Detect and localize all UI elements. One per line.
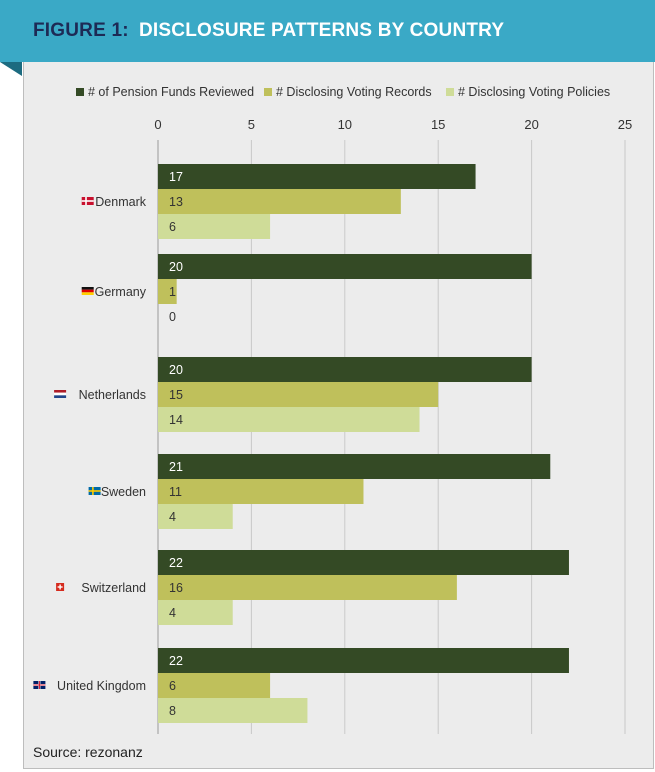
data-label: 4 [169,510,176,524]
data-label: 6 [169,220,176,234]
bar [158,214,271,239]
category-label: Denmark [95,195,146,209]
bar-chart: 0 5 10 15 20 25# of Pension Funds Reviewed # D… [33,85,632,734]
figure-title: DISCLOSURE PATTERNS BY COUNTRY [139,20,505,41]
banner-fold [0,62,22,76]
data-label: 15 [169,388,183,402]
bar [158,479,364,504]
legend-swatch [264,88,272,96]
flag-part [88,490,101,492]
category-label: Netherlands [79,388,146,402]
flag-part [81,287,94,290]
denmark-flag-icon [81,197,94,205]
germany-flag-icon [81,287,94,295]
chart-panel: 0 5 10 15 20 25 # of Pension Funds Reviewed # D… [23,62,654,769]
flag-part [81,289,94,293]
bar [158,164,476,189]
x-tick-label: 15 [431,117,445,132]
bar [158,575,457,600]
bar [158,673,271,698]
legend-label: # Disclosing Voting Policies [458,85,610,99]
figure-label: FIGURE 1: [33,20,129,41]
united-kingdom-flag-icon [33,681,46,689]
x-tick-label: 25 [618,117,632,132]
category-label: Germany [95,285,147,299]
sweden-flag-icon [88,487,101,495]
figure-banner: FIGURE 1: DISCLOSURE PATTERNS BY COUNTRY [0,0,655,62]
bar [158,550,569,575]
flag-part [57,586,63,588]
source-note: Source: rezonanz [33,744,143,760]
data-label: 4 [169,606,176,620]
x-tick-label: 5 [248,117,255,132]
data-label: 13 [169,195,183,209]
bar [158,189,401,214]
bar [158,407,420,432]
bar [158,254,532,279]
x-tick-label: 0 [154,117,161,132]
x-tick-label: 10 [338,117,352,132]
data-label: 17 [169,170,183,184]
legend-swatch [446,88,454,96]
legend-swatch [76,88,84,96]
x-tick-label: 20 [524,117,538,132]
bar [158,357,532,382]
data-label: 14 [169,413,183,427]
data-label: 20 [169,363,183,377]
flag-part [54,392,67,396]
data-label: 16 [169,581,183,595]
bar [158,279,177,304]
data-label: 8 [169,704,176,718]
flag-part [81,292,94,295]
flag-part [81,200,94,202]
category-label: United Kingdom [57,679,146,693]
bar [158,698,308,723]
bar [158,454,551,479]
data-label: 22 [169,654,183,668]
flag-part [38,681,40,689]
category-label: Sweden [101,485,146,499]
flag-part [54,395,67,398]
netherlands-flag-icon [54,390,67,398]
bar [158,504,233,529]
data-label: 11 [169,485,182,499]
legend-label: # of Pension Funds Reviewed [88,85,254,99]
flag-part [54,390,67,393]
data-label: 21 [169,460,183,474]
data-label: 6 [169,679,176,693]
data-label: 0 [169,310,176,324]
data-label: 20 [169,260,183,274]
data-label: 22 [169,556,183,570]
bar [158,382,439,407]
legend-label: # Disclosing Voting Records [276,85,432,99]
category-label: Switzerland [81,581,146,595]
bar [158,600,233,625]
switzerland-flag-icon [56,583,65,591]
data-label: 1 [169,285,176,299]
bar [158,648,569,673]
